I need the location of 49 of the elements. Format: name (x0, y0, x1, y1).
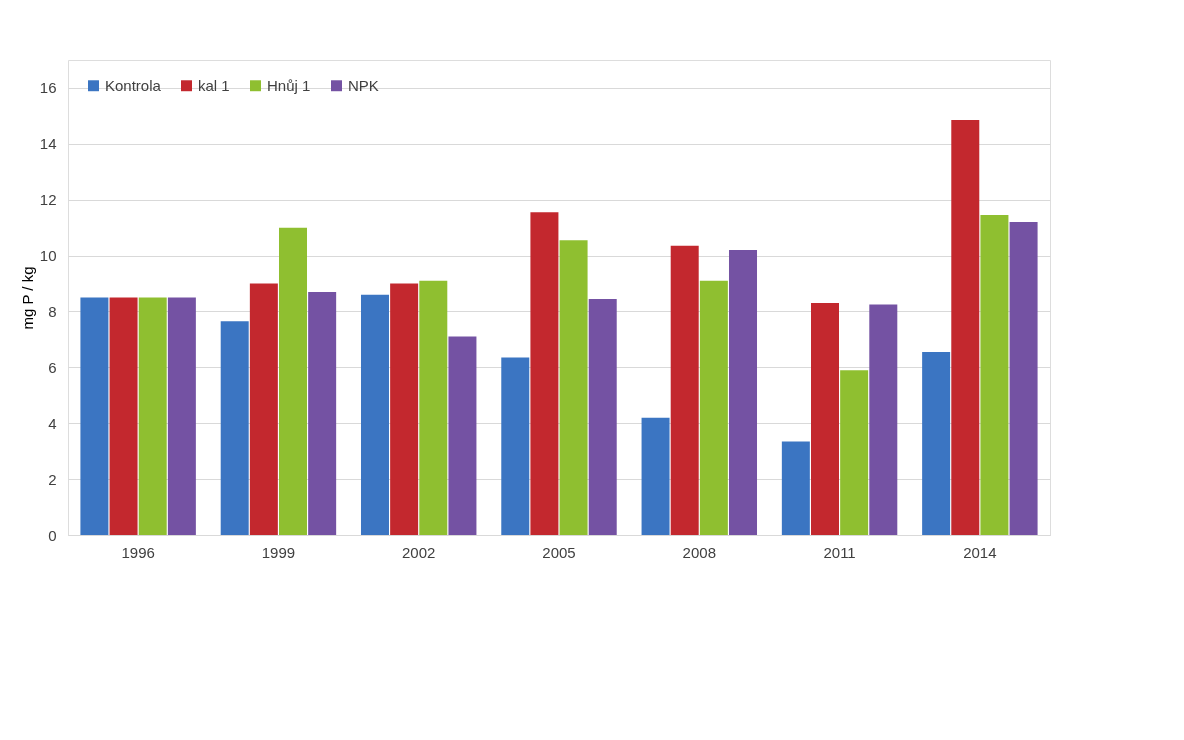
x-tick-label: 1999 (261, 543, 296, 561)
legend-label: Kontrola (105, 76, 162, 94)
bar (360, 294, 389, 535)
y-tick-label: 12 (39, 191, 57, 209)
bar (951, 120, 980, 535)
bar (811, 303, 839, 535)
y-tick-label: 0 (48, 526, 57, 544)
bar (670, 245, 699, 535)
bar (781, 441, 810, 535)
y-tick-label: 2 (48, 470, 57, 488)
y-tick-label: 14 (39, 135, 57, 153)
bar (922, 351, 951, 535)
x-tick-label: 2005 (542, 543, 576, 561)
bar (1009, 222, 1038, 535)
y-tick-label: 8 (48, 302, 57, 320)
bar (869, 304, 898, 535)
bar (530, 212, 559, 535)
bar (167, 297, 196, 535)
y-axis-title: mg P / kg (18, 266, 36, 330)
legend-label: kal 1 (198, 76, 230, 94)
bar (419, 280, 448, 535)
x-tick-label: 1996 (121, 543, 155, 561)
bar (249, 283, 278, 535)
y-tick-label: 4 (48, 414, 57, 432)
legend-label: NPK (348, 76, 379, 94)
legend-label: Hnůj 1 (267, 76, 311, 94)
x-tick-label: 2011 (823, 543, 856, 561)
bar (390, 283, 419, 535)
bar (559, 240, 588, 535)
bar (840, 370, 869, 535)
bar (641, 417, 670, 535)
bar (80, 297, 109, 535)
x-tick-label: 2014 (963, 543, 997, 561)
bar (279, 227, 307, 535)
bar (109, 297, 138, 535)
bar (448, 336, 477, 535)
bar (588, 298, 617, 535)
x-tick-label: 2008 (682, 543, 716, 561)
bar (699, 280, 728, 535)
bar (308, 291, 337, 535)
bar (501, 357, 530, 535)
y-tick-label: 16 (39, 79, 57, 97)
bar (980, 215, 1009, 535)
y-tick-label: 6 (48, 358, 57, 376)
x-tick-label: 2002 (402, 543, 436, 561)
bar (138, 297, 167, 535)
bar (729, 250, 758, 535)
bar (220, 321, 249, 535)
y-tick-label: 10 (39, 247, 57, 265)
